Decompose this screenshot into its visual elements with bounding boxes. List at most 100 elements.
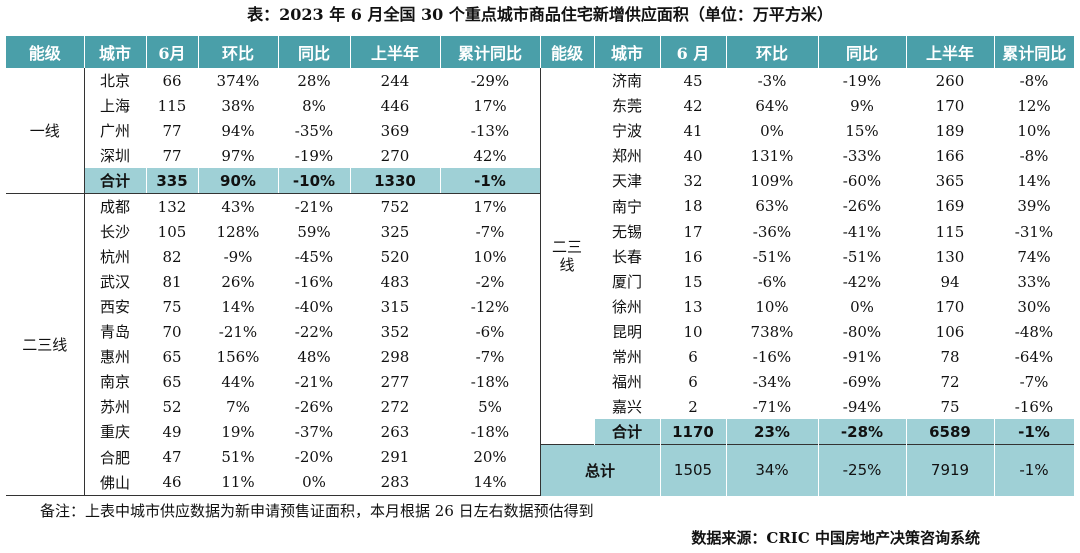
table-cell: -21% [278, 369, 351, 395]
city-name: 南京 [84, 369, 147, 395]
city-name: 徐州 [594, 294, 661, 320]
city-name: 西安 [84, 294, 147, 320]
table-cell: -1% [994, 419, 1075, 445]
table-cell: 39% [994, 193, 1075, 220]
table-cell: 283 [350, 469, 441, 496]
table-cell: -36% [726, 219, 819, 245]
table-cell: -41% [818, 219, 907, 245]
table-cell: 1170 [660, 419, 727, 445]
table-cell: 49 [146, 419, 199, 445]
table-cell: -21% [278, 193, 351, 220]
table-cell: 13 [660, 294, 727, 320]
table-cell: -22% [278, 319, 351, 345]
table-cell: 45 [660, 68, 727, 94]
table-cell: 66 [146, 68, 199, 94]
table-cell: -35% [278, 118, 351, 144]
table-cell: 298 [350, 344, 441, 370]
city-name: 深圳 [84, 143, 147, 169]
table-cell: 0% [726, 118, 819, 144]
table-cell: -12% [440, 294, 541, 320]
table-cell: 64% [726, 93, 819, 119]
table-cell: 17% [440, 193, 541, 220]
city-name: 南宁 [594, 193, 661, 220]
table-cell: 315 [350, 294, 441, 320]
city-name: 福州 [594, 369, 661, 395]
table-cell: 20% [440, 444, 541, 470]
table-cell: -7% [440, 219, 541, 245]
grand-total-value: -25% [818, 444, 907, 496]
table-cell: -48% [994, 319, 1075, 345]
table-cell: 65 [146, 369, 199, 395]
column-header: 能级 [6, 36, 85, 68]
table-cell: 12% [994, 93, 1075, 119]
column-header: 6月 [146, 36, 199, 68]
table-cell: 46 [146, 469, 199, 496]
table-cell: 30% [994, 294, 1075, 320]
table-cell: 90% [198, 168, 279, 195]
footnote: 备注：上表中城市供应数据为新申请预售证面积，本月根据 26 日左右数据预估得到 [40, 502, 594, 520]
table-cell: -71% [726, 394, 819, 420]
table-cell: 41 [660, 118, 727, 144]
city-name: 合计 [84, 168, 147, 195]
table-cell: 72 [906, 369, 995, 395]
column-header: 同比 [278, 36, 351, 68]
table-cell: -26% [278, 394, 351, 420]
table-cell: -16% [278, 269, 351, 295]
table-cell: 189 [906, 118, 995, 144]
city-name: 常州 [594, 344, 661, 370]
city-name: 宁波 [594, 118, 661, 144]
table-row: 杭州 82 -9% -45% 520 10% 长春 16 -51% -51% 130 74% [6, 244, 1075, 270]
table-cell: -91% [818, 344, 907, 370]
table-cell: 40 [660, 143, 727, 169]
table-cell: 10% [726, 294, 819, 320]
table-cell: 272 [350, 394, 441, 420]
table-cell: -19% [818, 68, 907, 94]
table-cell: 106 [906, 319, 995, 345]
column-header: 环比 [198, 36, 279, 68]
table-cell: -69% [818, 369, 907, 395]
table-cell: 16 [660, 244, 727, 270]
table-cell: 6 [660, 369, 727, 395]
table-cell: 10 [660, 319, 727, 345]
table-cell: 48% [278, 344, 351, 370]
table-cell: 23% [726, 419, 819, 445]
table-cell: 169 [906, 193, 995, 220]
table-cell: -7% [994, 369, 1075, 395]
column-header: 6 月 [660, 36, 727, 68]
city-name: 合肥 [84, 444, 147, 470]
city-name: 苏州 [84, 394, 147, 420]
table-cell: -1% [440, 168, 541, 195]
table-cell: 75 [146, 294, 199, 320]
tier-label-tier23: 二三线 [6, 193, 85, 496]
table-cell: -6% [726, 269, 819, 295]
table-cell: 115 [146, 93, 199, 119]
table-cell: 270 [350, 143, 441, 169]
city-name: 厦门 [594, 269, 661, 295]
city-name: 长春 [594, 244, 661, 270]
table-cell: 28% [278, 68, 351, 94]
table-cell: 42 [660, 93, 727, 119]
table-cell: 132 [146, 193, 199, 220]
table-cell: 32 [660, 168, 727, 194]
table-cell: 33% [994, 269, 1075, 295]
tier-label-right: 二三 线 [540, 68, 595, 445]
table-cell: 10% [994, 118, 1075, 144]
table-cell: 42% [440, 143, 541, 169]
table-cell: 77 [146, 143, 199, 169]
table-row: 一线 北京 66 374% 28% 244 -29% 二三 线济南 45 -3% -19% 260 -8… [6, 68, 1075, 445]
table-cell: 115 [906, 219, 995, 245]
city-name: 广州 [84, 118, 147, 144]
table-row: 佛山 46 11% 0% 283 14% [6, 469, 1074, 496]
table-cell: 19% [198, 419, 279, 445]
table-row: 苏州 52 7% -26% 272 5% 嘉兴 2 -71% -94% 75 -16% [6, 394, 1075, 420]
table-cell: 14% [198, 294, 279, 320]
table-cell: 5% [440, 394, 541, 420]
table-cell: 244 [350, 68, 441, 94]
table-row: 长沙 105 128% 59% 325 -7% 无锡 17 -36% -41% 115 -31% [6, 219, 1075, 245]
table-cell: -3% [726, 68, 819, 94]
table-cell: 291 [350, 444, 441, 470]
table-cell: -42% [818, 269, 907, 295]
table-cell: 369 [350, 118, 441, 144]
grand-total-value: -1% [994, 444, 1075, 496]
table-cell: 156% [198, 344, 279, 370]
